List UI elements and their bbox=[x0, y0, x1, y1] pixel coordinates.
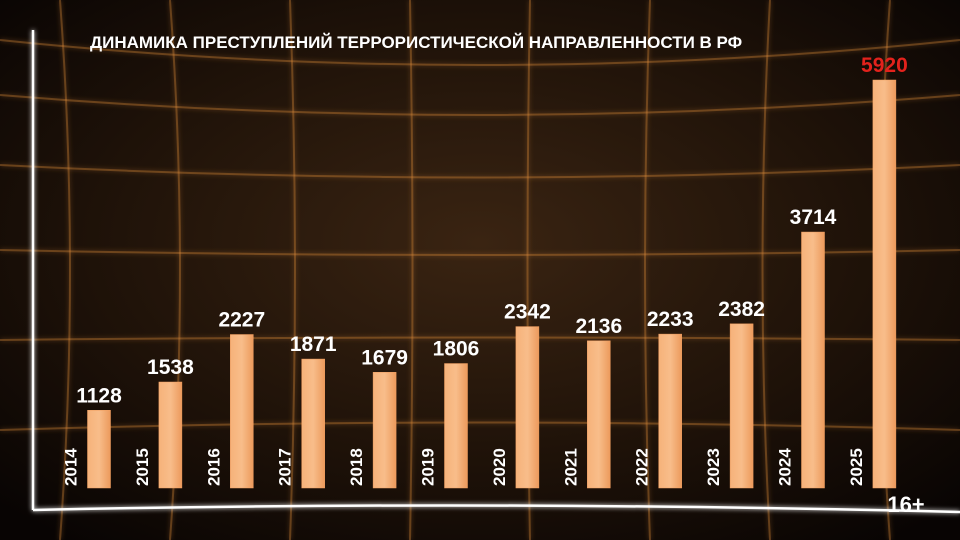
bar bbox=[872, 79, 897, 489]
bar bbox=[801, 231, 825, 489]
x-tick-label: 2025 bbox=[847, 448, 866, 486]
value-label: 2227 bbox=[218, 309, 265, 332]
value-label: 1871 bbox=[290, 333, 337, 356]
chart-title: ДИНАМИКА ПРЕСТУПЛЕНИЙ ТЕРРОРИСТИЧЕСКОЙ Н… bbox=[90, 33, 742, 52]
bar bbox=[444, 363, 468, 489]
x-tick-label: 2020 bbox=[490, 448, 509, 486]
age-rating: 16+ bbox=[887, 492, 924, 517]
x-tick-label: 2023 bbox=[704, 448, 723, 486]
value-label: 2342 bbox=[504, 301, 551, 324]
x-tick-label: 2018 bbox=[347, 448, 366, 486]
value-label: 1679 bbox=[361, 346, 408, 369]
bar bbox=[87, 410, 111, 489]
x-tick-label: 2016 bbox=[204, 448, 223, 486]
x-tick-label: 2015 bbox=[133, 448, 152, 486]
bar bbox=[301, 358, 325, 489]
x-tick-label: 2021 bbox=[561, 448, 580, 486]
value-label: 1128 bbox=[76, 384, 122, 407]
bar bbox=[372, 372, 397, 489]
bar bbox=[158, 381, 183, 489]
value-label: 1538 bbox=[147, 356, 194, 379]
x-tick-label: 2014 bbox=[61, 448, 80, 486]
x-tick-label: 2017 bbox=[276, 448, 295, 486]
bar bbox=[729, 323, 754, 489]
value-label: 2136 bbox=[575, 315, 622, 338]
value-label: 3714 bbox=[790, 206, 837, 229]
value-label: 5920 bbox=[861, 54, 908, 77]
bar bbox=[587, 340, 611, 489]
bar bbox=[658, 333, 682, 489]
axes bbox=[31, 30, 960, 514]
x-tick-label: 2019 bbox=[418, 448, 437, 486]
x-tick-label: 2022 bbox=[633, 448, 652, 486]
x-tick-label: 2024 bbox=[775, 448, 794, 486]
bar bbox=[230, 334, 254, 489]
value-label: 2382 bbox=[718, 298, 765, 321]
bar bbox=[515, 326, 540, 489]
value-label: 1806 bbox=[433, 338, 480, 361]
value-label: 2233 bbox=[647, 308, 694, 331]
